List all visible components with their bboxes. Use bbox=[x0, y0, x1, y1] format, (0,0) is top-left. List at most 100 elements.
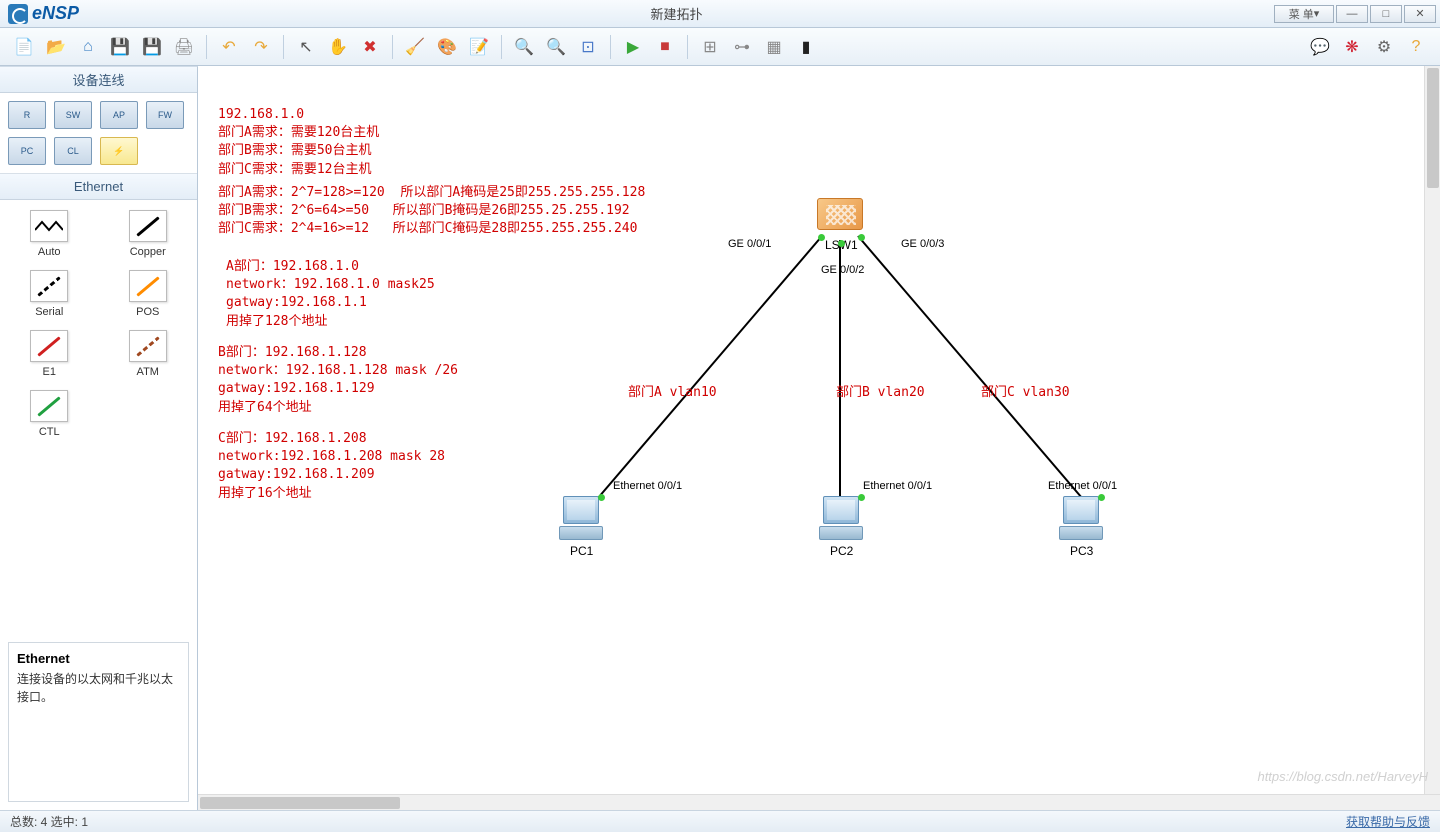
vertical-scrollbar[interactable] bbox=[1424, 66, 1440, 810]
zoomfit-icon[interactable]: ⊡ bbox=[574, 33, 602, 61]
pointer-icon[interactable]: ↖ bbox=[292, 33, 320, 61]
settings-icon[interactable]: ⚙ bbox=[1370, 33, 1398, 61]
sidebar: 设备连线 R SW AP FW PC CL ⚡ Ethernet Auto Copper Ser… bbox=[0, 66, 198, 810]
save-icon[interactable]: 💾 bbox=[106, 33, 134, 61]
port-label: GE 0/0/3 bbox=[901, 238, 944, 250]
cable-auto[interactable]: Auto bbox=[10, 210, 89, 258]
saveas-icon[interactable]: 💾 bbox=[138, 33, 166, 61]
pc-device[interactable] bbox=[556, 496, 606, 542]
port-indicator bbox=[858, 494, 865, 501]
cli-icon[interactable]: ▮ bbox=[792, 33, 820, 61]
menu-button[interactable]: 菜 单 ▾ bbox=[1274, 5, 1334, 23]
title-bar: eNSP 新建拓扑 菜 单 ▾ — □ ✕ bbox=[0, 0, 1440, 28]
app-name: eNSP bbox=[32, 3, 79, 24]
main-area: 设备连线 R SW AP FW PC CL ⚡ Ethernet Auto Copper Ser… bbox=[0, 66, 1440, 810]
device-category-cl[interactable]: CL bbox=[54, 137, 92, 165]
zoomout-icon[interactable]: 🔍 bbox=[542, 33, 570, 61]
cable-label: CTL bbox=[39, 426, 60, 438]
cable-label: Serial bbox=[35, 306, 63, 318]
annotation-text[interactable]: B部门：192.168.1.128 network：192.168.1.128 … bbox=[218, 344, 458, 417]
capture-icon[interactable]: ⊞ bbox=[696, 33, 724, 61]
annotation-text[interactable]: C部门：192.168.1.208 network:192.168.1.208 … bbox=[218, 430, 445, 503]
cable-label: Copper bbox=[130, 246, 166, 258]
cable-serial[interactable]: Serial bbox=[10, 270, 89, 318]
palette-icon[interactable]: 🎨 bbox=[433, 33, 461, 61]
device-category-sw[interactable]: SW bbox=[54, 101, 92, 129]
topo-icon[interactable]: ⊶ bbox=[728, 33, 756, 61]
text-icon[interactable]: 📝 bbox=[465, 33, 493, 61]
port-label: GE 0/0/2 bbox=[821, 264, 864, 276]
device-category-pc[interactable]: PC bbox=[8, 137, 46, 165]
zoomin-icon[interactable]: 🔍 bbox=[510, 33, 538, 61]
pc-device[interactable] bbox=[816, 496, 866, 542]
switch-device[interactable] bbox=[817, 198, 863, 236]
cable-atm[interactable]: ATM bbox=[109, 330, 188, 378]
window-controls: 菜 单 ▾ — □ ✕ bbox=[1274, 5, 1436, 23]
port-label: Ethernet 0/0/1 bbox=[863, 480, 932, 492]
canvas-container[interactable]: 192.168.1.0 部门A需求：需要120台主机 部门B需求：需要50台主机… bbox=[198, 66, 1440, 810]
chat-icon[interactable]: 💬 bbox=[1306, 33, 1334, 61]
huawei-icon[interactable]: ❋ bbox=[1338, 33, 1366, 61]
start-icon[interactable]: ▶ bbox=[619, 33, 647, 61]
cable-label: POS bbox=[136, 306, 159, 318]
print-icon[interactable]: 🖨 bbox=[170, 33, 198, 61]
cable-pos[interactable]: POS bbox=[109, 270, 188, 318]
minimize-button[interactable]: — bbox=[1336, 5, 1368, 23]
sidebar-header: 设备连线 bbox=[0, 67, 197, 93]
undo-icon[interactable]: ↶ bbox=[215, 33, 243, 61]
device-category-row: R SW AP FW PC CL ⚡ bbox=[0, 93, 197, 174]
maximize-button[interactable]: □ bbox=[1370, 5, 1402, 23]
pc-device[interactable] bbox=[1056, 496, 1106, 542]
app-logo: eNSP bbox=[8, 3, 79, 24]
cable-label: Auto bbox=[38, 246, 61, 258]
device-category-r[interactable]: R bbox=[8, 101, 46, 129]
cable-copper[interactable]: Copper bbox=[109, 210, 188, 258]
horizontal-scrollbar[interactable] bbox=[198, 794, 1440, 810]
topology-canvas[interactable]: 192.168.1.0 部门A需求：需要120台主机 部门B需求：需要50台主机… bbox=[198, 66, 1418, 786]
toolbar: 📄📂⌂💾💾🖨↶↷↖✋✖🧹🎨📝🔍🔍⊡▶■⊞⊶▦▮💬❋⚙? bbox=[0, 28, 1440, 66]
port-indicator bbox=[838, 240, 845, 247]
port-label: Ethernet 0/0/1 bbox=[1048, 480, 1117, 492]
desc-title: Ethernet bbox=[17, 651, 180, 666]
redo-icon[interactable]: ↷ bbox=[247, 33, 275, 61]
port-indicator bbox=[598, 494, 605, 501]
device-category-fw[interactable]: FW bbox=[146, 101, 184, 129]
pc-label: PC3 bbox=[1070, 544, 1093, 558]
annotation-text[interactable]: A部门：192.168.1.0 network：192.168.1.0 mask… bbox=[226, 258, 435, 331]
status-bar: 总数: 4 选中: 1 获取帮助与反馈 bbox=[0, 810, 1440, 832]
port-indicator bbox=[858, 234, 865, 241]
close-button[interactable]: ✕ bbox=[1404, 5, 1436, 23]
cable-label: ATM bbox=[137, 366, 159, 378]
vlan-label[interactable]: 部门B vlan20 bbox=[836, 384, 925, 402]
broom-icon[interactable]: 🧹 bbox=[401, 33, 429, 61]
logo-icon bbox=[8, 4, 28, 24]
hand-icon[interactable]: ✋ bbox=[324, 33, 352, 61]
help-icon[interactable]: ? bbox=[1402, 33, 1430, 61]
stop-icon[interactable]: ■ bbox=[651, 33, 679, 61]
grid-icon[interactable]: ▦ bbox=[760, 33, 788, 61]
port-indicator bbox=[1098, 494, 1105, 501]
pc-label: PC1 bbox=[570, 544, 593, 558]
device-category-⚡[interactable]: ⚡ bbox=[100, 137, 138, 165]
vlan-label[interactable]: 部门C vlan30 bbox=[981, 384, 1070, 402]
sidebar-section-header: Ethernet bbox=[0, 174, 197, 200]
open-icon[interactable]: 📂 bbox=[42, 33, 70, 61]
annotation-text[interactable]: 部门A需求：2^7=128>=120 所以部门A掩码是25即255.255.25… bbox=[218, 184, 645, 239]
port-label: GE 0/0/1 bbox=[728, 238, 771, 250]
annotation-text[interactable]: 192.168.1.0 部门A需求：需要120台主机 部门B需求：需要50台主机… bbox=[218, 106, 379, 179]
cable-grid: Auto Copper Serial POS E1 ATM CTL bbox=[0, 200, 197, 448]
cable-label: E1 bbox=[43, 366, 56, 378]
new-icon[interactable]: 📄 bbox=[10, 33, 38, 61]
pc-label: PC2 bbox=[830, 544, 853, 558]
status-left: 总数: 4 选中: 1 bbox=[10, 813, 88, 830]
desc-text: 连接设备的以太网和千兆以太接口。 bbox=[17, 670, 180, 706]
home-icon[interactable]: ⌂ bbox=[74, 33, 102, 61]
window-title: 新建拓扑 bbox=[79, 4, 1274, 23]
status-right[interactable]: 获取帮助与反馈 bbox=[1346, 813, 1430, 830]
cable-ctl[interactable]: CTL bbox=[10, 390, 89, 438]
delete-icon[interactable]: ✖ bbox=[356, 33, 384, 61]
vlan-label[interactable]: 部门A vlan10 bbox=[628, 384, 717, 402]
device-category-ap[interactable]: AP bbox=[100, 101, 138, 129]
port-label: Ethernet 0/0/1 bbox=[613, 480, 682, 492]
cable-e1[interactable]: E1 bbox=[10, 330, 89, 378]
